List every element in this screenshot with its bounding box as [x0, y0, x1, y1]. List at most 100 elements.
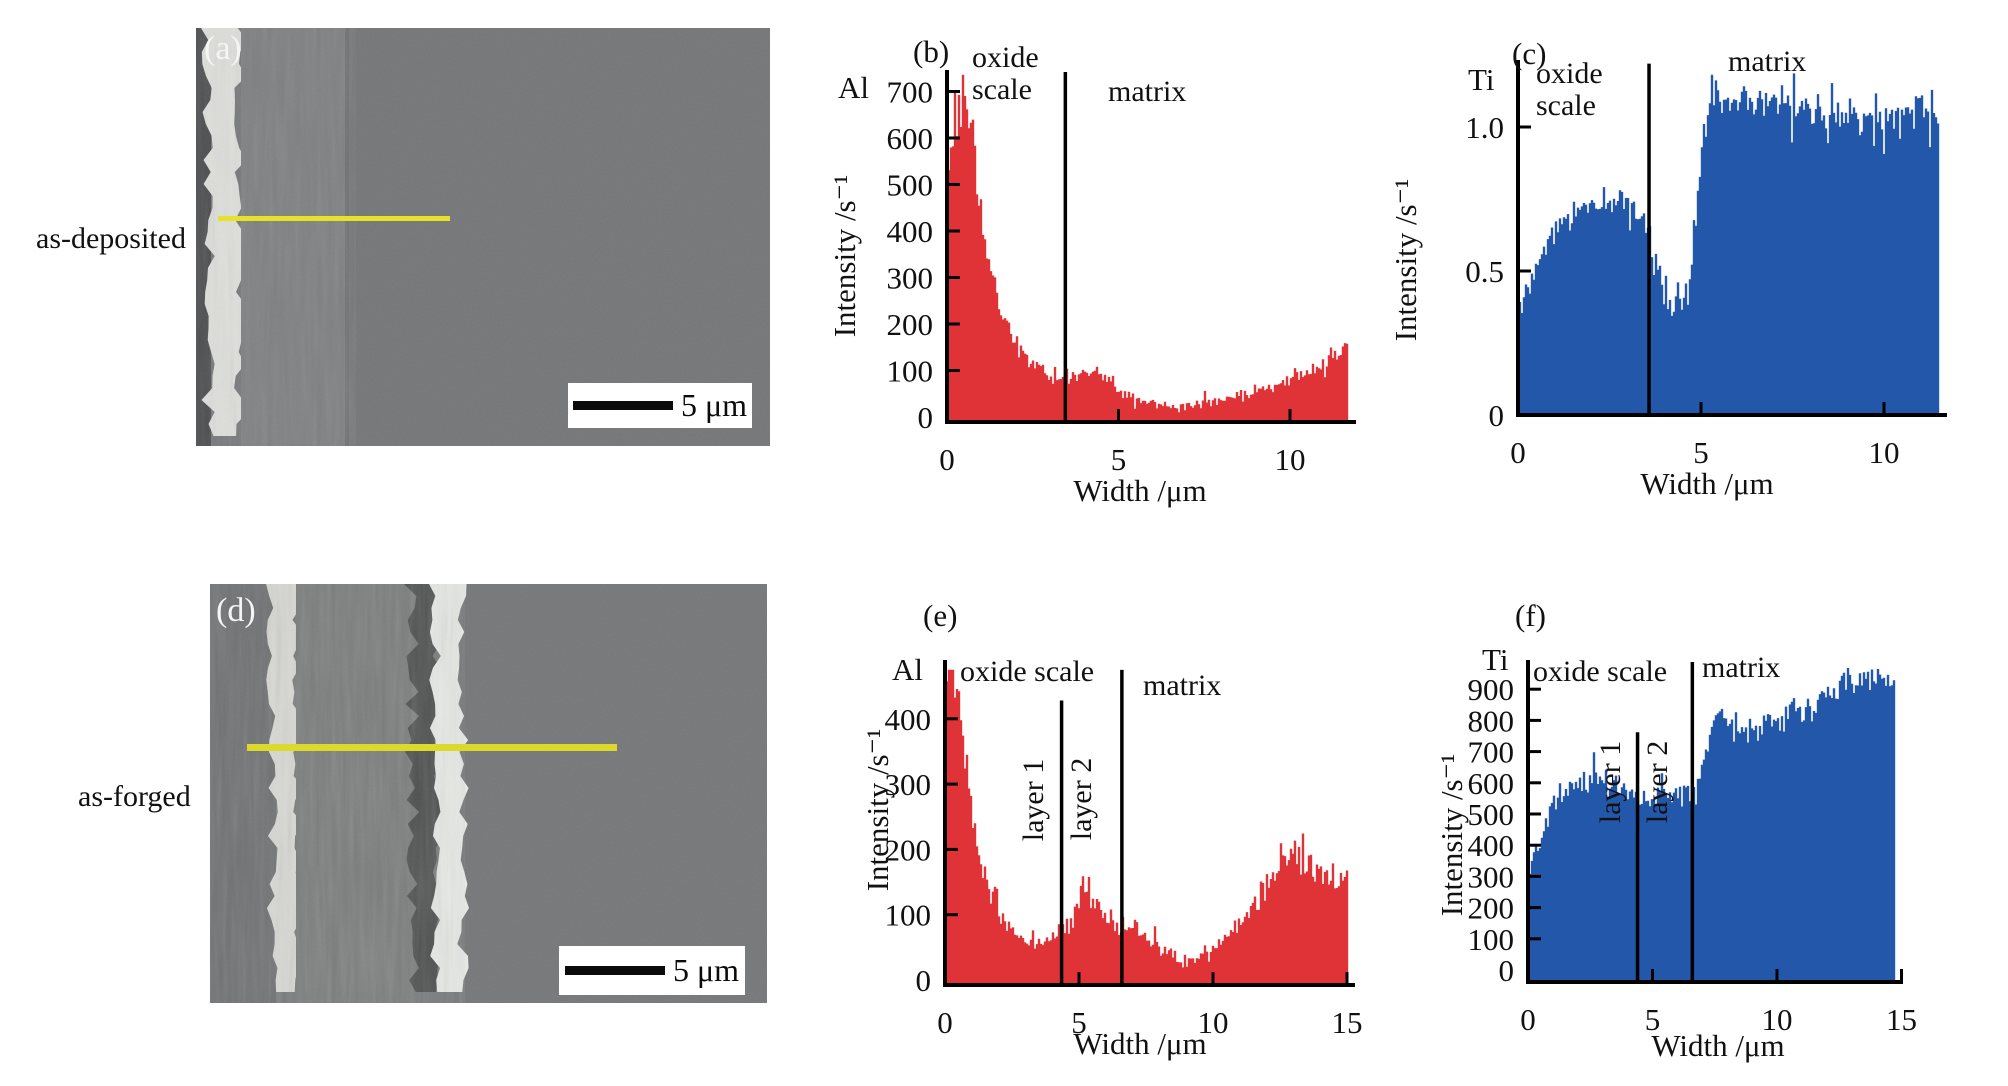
x-axis-title-e: Width /μm	[1073, 1026, 1207, 1061]
y-tick-label: 300	[885, 767, 932, 802]
y-tick-label: 800	[1468, 703, 1515, 738]
y-axis-title-f: Intensity /s⁻¹	[1434, 753, 1469, 917]
chart-plot-c: 0 0.5 1.0 0 5 10	[1465, 60, 1947, 470]
x-axis-title-c: Width /μm	[1640, 466, 1774, 501]
y-tick-label: 0.5	[1465, 254, 1504, 289]
y-tick-label: 300	[887, 261, 934, 296]
region-label-oxide-e: oxide scale	[960, 655, 1095, 688]
scale-bar-label-d: 5 μm	[672, 952, 740, 988]
y-tick-label: 900	[1468, 672, 1515, 707]
y-axis-title-b: Intensity /s⁻¹	[827, 174, 862, 338]
scale-bar-line-a	[572, 401, 673, 410]
y-tick-label: 200	[887, 307, 934, 342]
y-tick-label: 400	[887, 214, 934, 249]
chart-plot-e: 0 100 200 300 400 0 5 10 15	[885, 660, 1363, 1040]
panel-letter-c: (c)	[1512, 36, 1547, 71]
y-axis-title-c: Intensity /s⁻¹	[1388, 178, 1423, 342]
scale-bar-a: 5 μm	[568, 383, 752, 428]
x-tick-label: 5	[1693, 435, 1709, 470]
region-label-matrix-b: matrix	[1108, 75, 1187, 108]
y-tick-label: 400	[885, 702, 932, 737]
element-label-e: Al	[892, 652, 923, 687]
layer1-label-f: layer 1	[1594, 740, 1627, 824]
layer2-label-f: layer 2	[1641, 740, 1674, 824]
region-label-oxide-c: oxide scale	[1536, 57, 1603, 122]
chart-ti-as-deposited: 0 0.5 1.0 0 5 10 (c) Ti Intensity /s⁻¹ Width …	[1388, 20, 1960, 520]
x-tick-label: 0	[939, 442, 955, 477]
x-tick-label: 5	[1645, 1002, 1661, 1037]
row-label-as-deposited: as-deposited	[36, 222, 186, 255]
sem-photo-as-deposited	[196, 28, 770, 446]
y-tick-label: 1.0	[1465, 110, 1504, 145]
scale-bar-label-a: 5 μm	[680, 387, 748, 423]
x-tick-label: 0	[937, 1005, 953, 1040]
y-tick-label: 100	[1468, 922, 1515, 957]
panel-letter-e: (e)	[923, 598, 958, 633]
y-tick-label: 600	[1468, 766, 1515, 801]
chart-ti-as-forged: 0 100 200 300 400 500 600 700 800 900 0 5 10 15 (f) T…	[1420, 590, 1960, 1086]
x-tick-label: 10	[1275, 442, 1306, 477]
y-tick-label: 0	[1499, 953, 1515, 988]
chart-area-series	[947, 74, 1349, 422]
region-label-oxide-f: oxide scale	[1533, 655, 1668, 688]
y-tick-label: 500	[887, 168, 934, 203]
panel-letter-b: (b)	[913, 34, 950, 69]
x-tick-label: 10	[1762, 1002, 1793, 1037]
chart-area-series	[1528, 668, 1896, 982]
scale-bar-d: 5 μm	[559, 946, 745, 995]
x-axis-title-f: Width /μm	[1651, 1028, 1785, 1063]
x-tick-label: 5	[1071, 1005, 1087, 1040]
sem-noise-texture	[196, 28, 356, 446]
y-tick-label: 700	[1468, 735, 1515, 770]
panel-letter-d: (d)	[216, 592, 256, 629]
x-tick-label: 0	[1510, 435, 1526, 470]
chart-plot-b: 0 100 200 300 400 500 600 700 0 5 10	[887, 70, 1356, 477]
element-label-b: Al	[838, 70, 869, 105]
chart-area-series	[1518, 73, 1940, 415]
x-tick-label: 5	[1111, 442, 1127, 477]
y-tick-label: 700	[887, 75, 934, 110]
y-tick-label: 0	[1489, 398, 1505, 433]
y-tick-label: 200	[885, 832, 932, 867]
panel-letter-a: (a)	[204, 30, 242, 67]
x-tick-label: 10	[1198, 1005, 1229, 1040]
element-label-f: Ti	[1482, 642, 1509, 677]
x-tick-label: 15	[1332, 1005, 1363, 1040]
linescan-line-d	[247, 744, 617, 751]
layer1-label-e: layer 1	[1017, 758, 1050, 842]
layer2-label-e: layer 2	[1065, 757, 1098, 841]
y-tick-label: 100	[885, 898, 932, 933]
y-tick-label: 0	[918, 400, 934, 435]
region-label-matrix-e: matrix	[1143, 669, 1222, 702]
element-label-c: Ti	[1468, 62, 1495, 97]
sem-image-as-deposited: (a) 5 μm	[196, 28, 770, 446]
panel-letter-f: (f)	[1515, 598, 1546, 633]
y-axis-title-e: Intensity /s⁻¹	[860, 728, 895, 892]
chart-axes	[943, 660, 1355, 987]
chart-axes	[945, 70, 1356, 424]
y-tick-label: 500	[1468, 797, 1515, 832]
y-tick-label: 600	[887, 121, 934, 156]
y-tick-label: 200	[1468, 891, 1515, 926]
chart-al-as-forged: 0 100 200 300 400 0 5 10 15 (e) Al Intensity /s⁻…	[860, 590, 1380, 1086]
y-tick-label: 100	[887, 354, 934, 389]
x-axis-title-b: Width /μm	[1073, 473, 1207, 508]
scale-bar-line-d	[564, 966, 665, 975]
sem-image-as-forged: (d) 5 μm	[210, 584, 767, 1003]
sem-photo-as-forged	[210, 584, 767, 1003]
y-tick-label: 0	[916, 963, 932, 998]
x-tick-label: 10	[1869, 435, 1900, 470]
y-tick-label: 300	[1468, 859, 1515, 894]
chart-axes	[1516, 60, 1947, 417]
region-label-oxide-b: oxide scale	[972, 41, 1039, 106]
linescan-line-a	[218, 216, 450, 221]
sem-noise-texture	[210, 584, 465, 1003]
y-tick-label: 400	[1468, 828, 1515, 863]
chart-area-series	[945, 669, 1349, 985]
region-label-matrix-f: matrix	[1702, 651, 1781, 684]
x-tick-label: 15	[1886, 1002, 1917, 1037]
x-tick-label: 0	[1520, 1002, 1536, 1037]
chart-al-as-deposited: 0 100 200 300 400 500 600 700 0 5 10 (b) Al Intens…	[827, 20, 1370, 520]
